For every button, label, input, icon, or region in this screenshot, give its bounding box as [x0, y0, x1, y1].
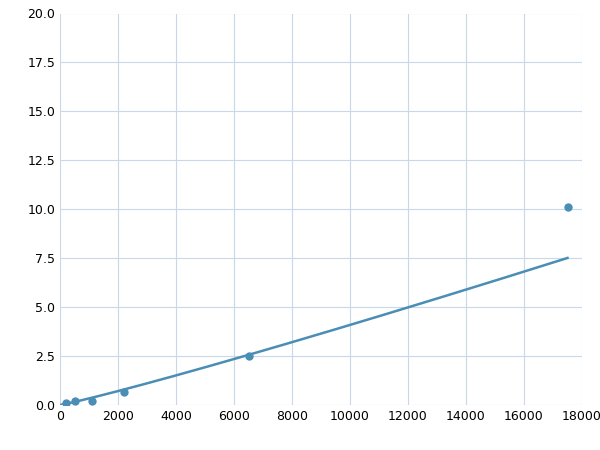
Point — [61, 400, 71, 407]
Point — [244, 352, 253, 360]
Point — [563, 204, 572, 211]
Point — [87, 397, 97, 404]
Point — [70, 398, 79, 405]
Point — [119, 389, 128, 396]
